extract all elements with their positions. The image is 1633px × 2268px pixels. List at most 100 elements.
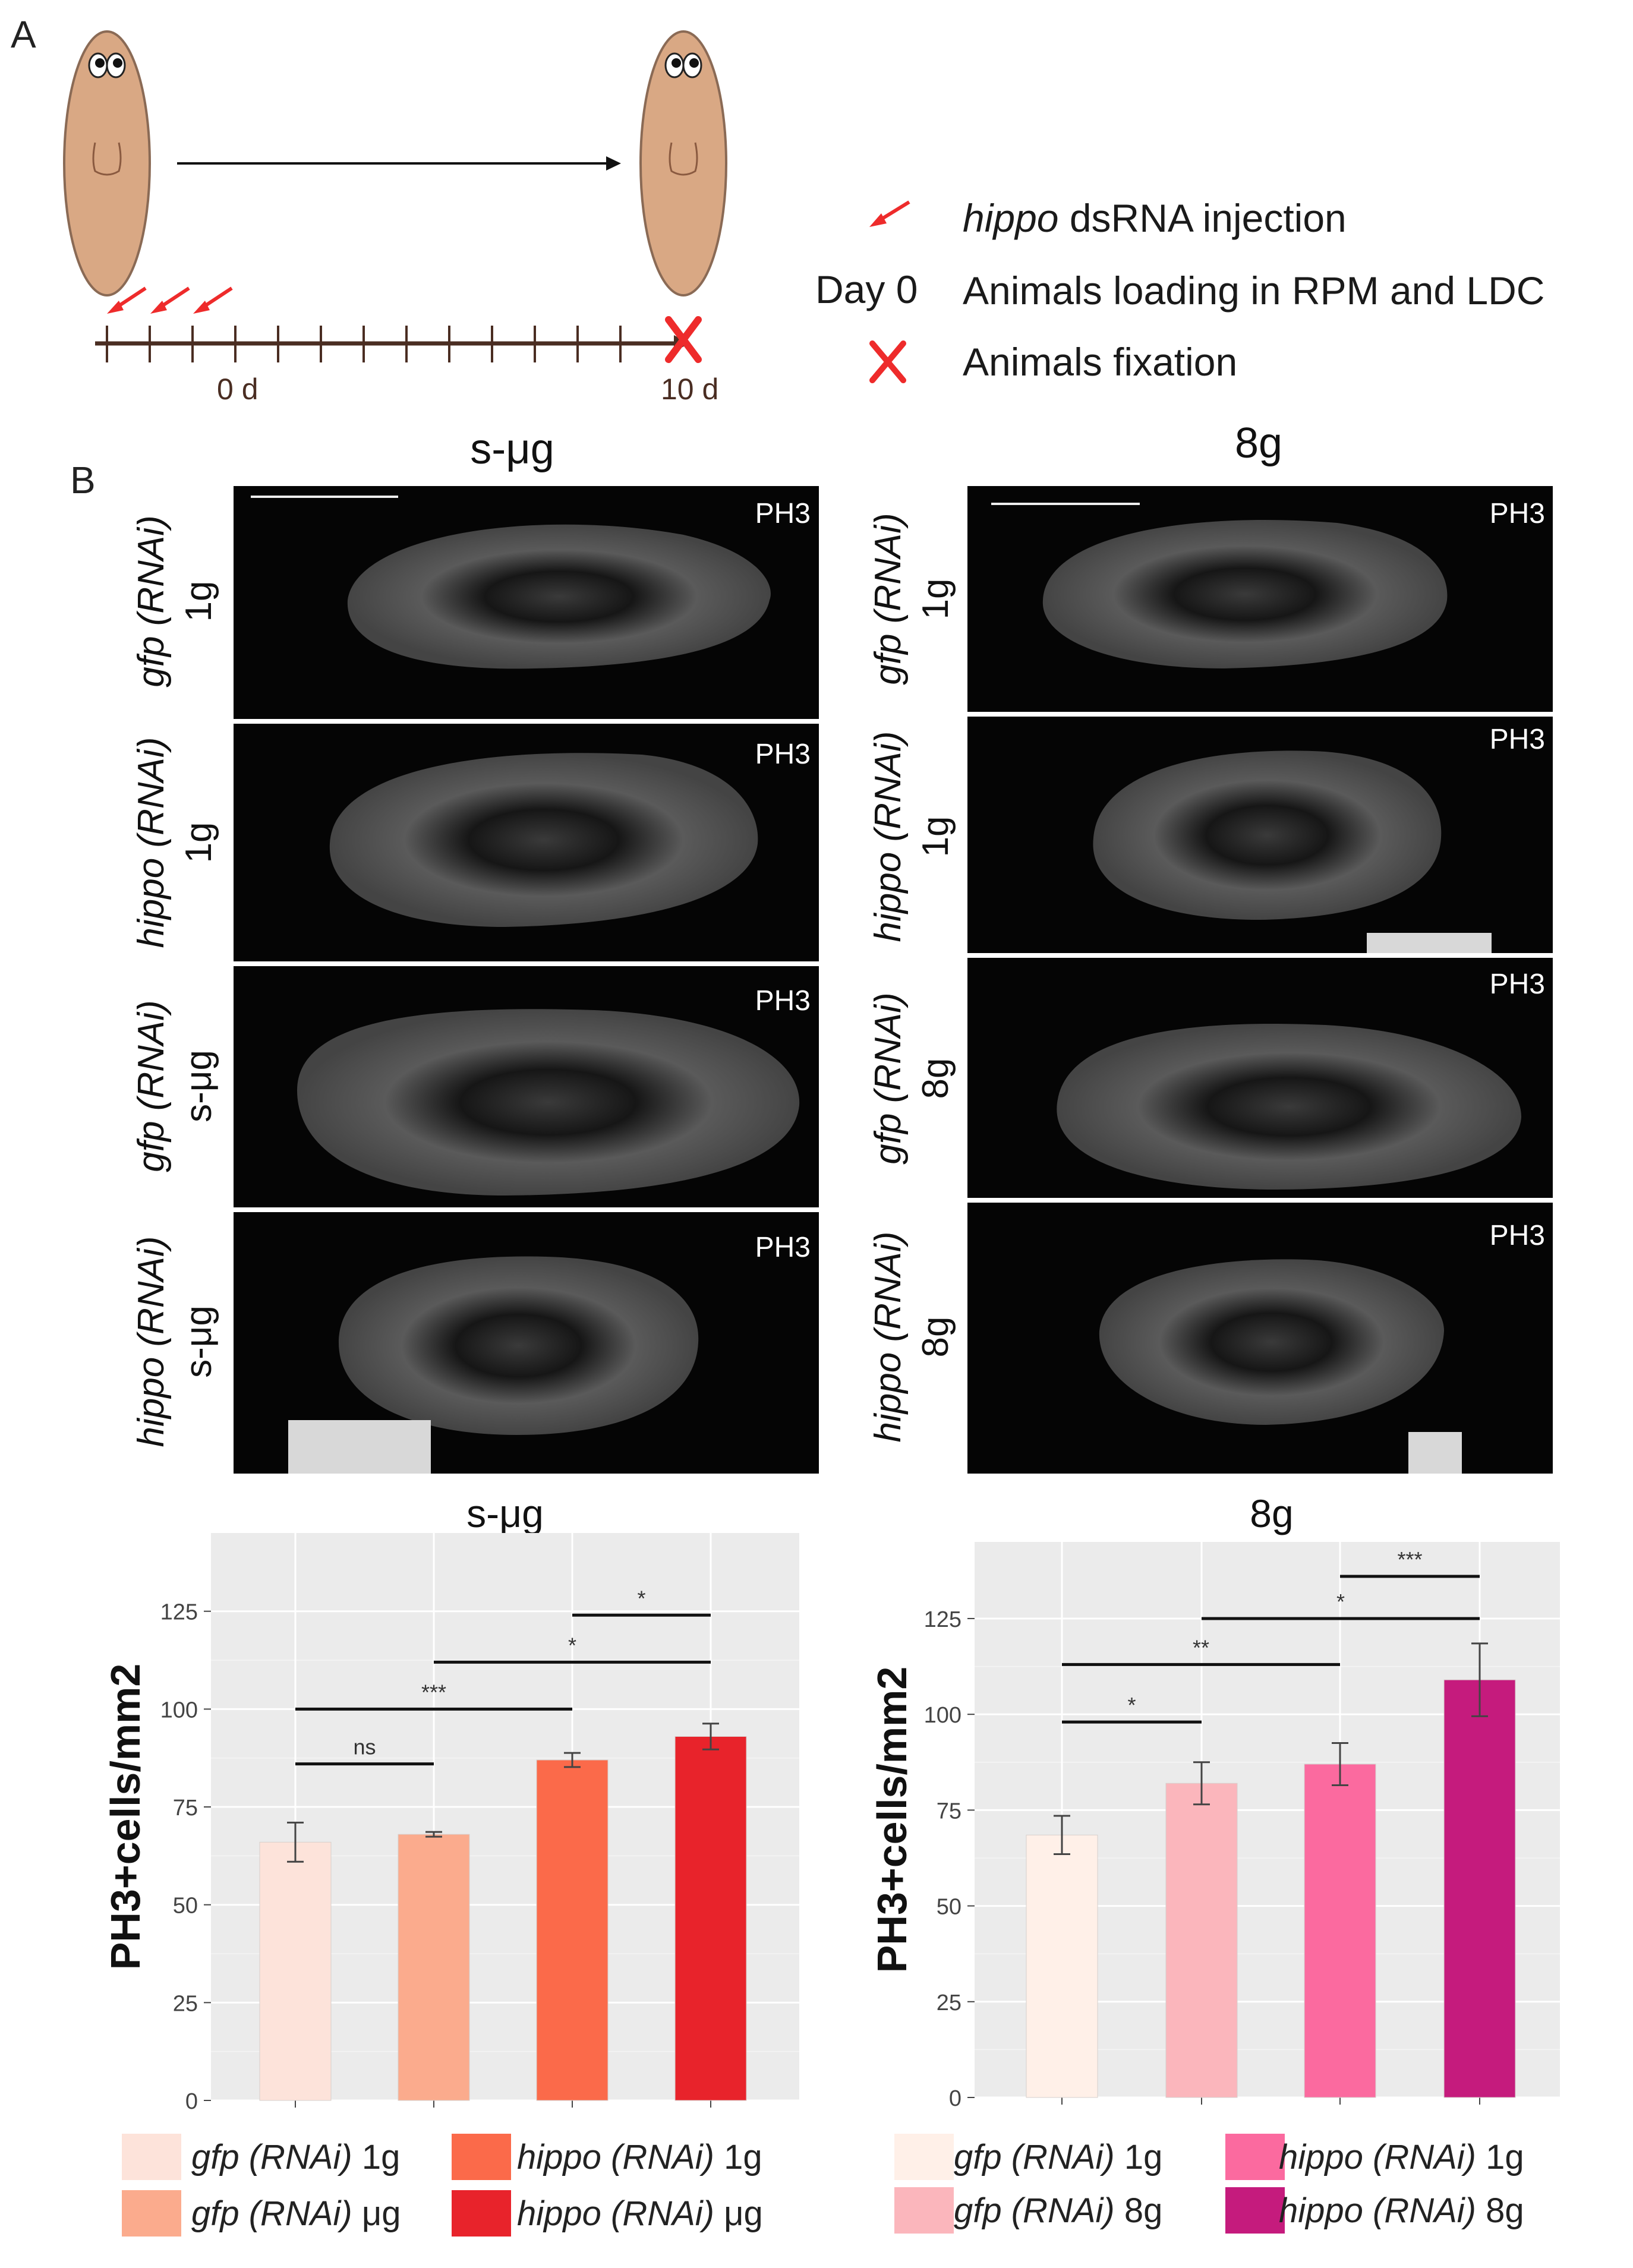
legend-label-condition: μg bbox=[714, 2194, 763, 2233]
panel-a-label: A bbox=[11, 13, 36, 56]
row-gene-label: hippo (RNAi) bbox=[868, 1232, 909, 1443]
legend-label-gene: gfp (RNAi) bbox=[954, 2138, 1115, 2176]
injection-arrows bbox=[107, 286, 233, 314]
panel-b-label: B bbox=[70, 459, 96, 501]
stain-label: PH3 bbox=[1490, 724, 1545, 755]
legend-swatch bbox=[894, 2134, 954, 2180]
legend-label: hippo (RNAi) 1g bbox=[1279, 2138, 1524, 2176]
row-condition-label: 1g bbox=[178, 822, 219, 863]
row-condition-label: 1g bbox=[178, 581, 219, 622]
row-gene-label: gfp (RNAi) bbox=[131, 1000, 172, 1172]
micrograph-right-3: PH3 bbox=[967, 958, 1553, 1198]
legend-label-condition: 8g bbox=[1476, 2191, 1524, 2230]
significance-label: * bbox=[1127, 1693, 1136, 1717]
legend-label-gene: hippo (RNAi) bbox=[517, 2194, 714, 2233]
micrograph-right-4: PH3 bbox=[967, 1203, 1553, 1474]
row-labels-right: gfp (RNAi) 1g hippo (RNAi) 1g gfp (RNAi)… bbox=[868, 513, 956, 1442]
bar-4 bbox=[1443, 1679, 1516, 2098]
y-tick-label: 50 bbox=[937, 1895, 961, 1920]
row-condition-label: s-μg bbox=[178, 1050, 219, 1122]
legend-swatch bbox=[894, 2187, 954, 2234]
legend-label-gene: hippo (RNAi) bbox=[517, 2138, 714, 2176]
legend-label-condition: 1g bbox=[1476, 2138, 1524, 2176]
y-tick-label: 25 bbox=[937, 1991, 961, 2015]
stain-label: PH3 bbox=[1490, 969, 1545, 1000]
time-arrow bbox=[177, 156, 621, 171]
legend-swatch bbox=[1225, 2134, 1285, 2180]
row-gene-label: hippo (RNAi) bbox=[131, 1236, 172, 1447]
y-tick-label: 125 bbox=[924, 1607, 961, 1632]
row-gene-label: gfp (RNAi) bbox=[868, 513, 909, 684]
row-gene-label: gfp (RNAi) bbox=[131, 515, 172, 687]
row-gene-label: hippo (RNAi) bbox=[868, 731, 909, 942]
column-title-right: 8g bbox=[1235, 419, 1282, 467]
stain-label: PH3 bbox=[755, 498, 811, 529]
micrograph-right-2: PH3 bbox=[967, 717, 1553, 953]
legend-label: hippo (RNAi) μg bbox=[517, 2194, 763, 2233]
significance-label: ns bbox=[353, 1735, 376, 1759]
micrograph-left-3: PH3 bbox=[234, 966, 819, 1207]
significance-label: *** bbox=[1397, 1547, 1422, 1572]
row-condition-label: 1g bbox=[915, 579, 956, 620]
column-title-left: s-μg bbox=[470, 425, 554, 473]
y-tick-label: 100 bbox=[160, 1698, 198, 1723]
legend-label-condition: μg bbox=[352, 2194, 401, 2233]
y-tick-label: 0 bbox=[949, 2086, 961, 2111]
legend-swatch bbox=[1225, 2187, 1285, 2234]
legend-label: gfp (RNAi) 8g bbox=[954, 2191, 1162, 2230]
row-condition-label: s-μg bbox=[178, 1305, 219, 1378]
row-gene-label: gfp (RNAi) bbox=[868, 992, 909, 1164]
row-gene-label: hippo (RNAi) bbox=[131, 737, 172, 948]
micrograph-left-1: PH3 bbox=[234, 486, 819, 719]
bar-4 bbox=[674, 1736, 747, 2101]
significance-label: *** bbox=[421, 1680, 446, 1704]
significance-label: * bbox=[1336, 1589, 1345, 1614]
y-tick-label: 75 bbox=[937, 1799, 961, 1824]
y-tick-label: 0 bbox=[185, 2089, 198, 2114]
micrograph-left-4: PH3 bbox=[234, 1212, 819, 1474]
y-tick-label: 25 bbox=[173, 1991, 198, 2016]
legend-label-condition: 1g bbox=[1115, 2138, 1163, 2176]
worm-left bbox=[63, 30, 151, 296]
legend-label: hippo (RNAi) 8g bbox=[1279, 2191, 1524, 2230]
legend-label-gene: gfp (RNAi) bbox=[191, 2194, 352, 2233]
fixation-x-icon bbox=[665, 316, 702, 363]
chart-title: s-μg bbox=[466, 1491, 544, 1535]
row-condition-label: 1g bbox=[915, 816, 956, 857]
y-tick-label: 125 bbox=[160, 1600, 198, 1625]
stain-label: PH3 bbox=[755, 1232, 811, 1263]
bar-2 bbox=[398, 1834, 470, 2101]
legend-fixation-text: Animals fixation bbox=[963, 340, 1237, 384]
legend-label: gfp (RNAi) μg bbox=[191, 2194, 401, 2233]
row-labels-left: gfp (RNAi) 1g hippo (RNAi) 1g gfp (RNAi)… bbox=[131, 515, 219, 1447]
stain-label: PH3 bbox=[755, 739, 811, 770]
bar-3 bbox=[536, 1759, 609, 2101]
legend-swatch bbox=[452, 2134, 511, 2180]
legend-injection-text: hippo dsRNA injection bbox=[963, 196, 1347, 240]
stain-label: PH3 bbox=[755, 985, 811, 1017]
legend-label: gfp (RNAi) 1g bbox=[954, 2138, 1162, 2176]
worm-right bbox=[639, 30, 727, 296]
micrograph-right-1: PH3 bbox=[967, 486, 1553, 712]
significance-label: * bbox=[637, 1586, 645, 1610]
legend-swatch bbox=[122, 2190, 181, 2237]
row-condition-label: 8g bbox=[915, 1317, 956, 1358]
y-axis-label: PH3+cells/mm2 bbox=[869, 1667, 915, 1973]
y-tick-label: 100 bbox=[924, 1703, 961, 1728]
timeline bbox=[95, 326, 689, 362]
legend-label: gfp (RNAi) 1g bbox=[191, 2138, 400, 2176]
legend-label-gene: gfp (RNAi) bbox=[191, 2138, 352, 2176]
chart-title: 8g bbox=[1250, 1491, 1293, 1535]
legend-label: hippo (RNAi) 1g bbox=[517, 2138, 762, 2176]
legend-label-condition: 1g bbox=[352, 2138, 401, 2176]
micrograph-left-2: PH3 bbox=[234, 724, 819, 961]
legend-injection-italic: hippo bbox=[963, 196, 1059, 240]
bar-2 bbox=[1165, 1783, 1238, 2098]
timeline-start-label: 0 d bbox=[217, 373, 258, 406]
legend-label-gene: hippo (RNAi) bbox=[1279, 2191, 1476, 2230]
bar-1 bbox=[1026, 1834, 1098, 2098]
timeline-end-label: 10 d bbox=[661, 373, 718, 406]
